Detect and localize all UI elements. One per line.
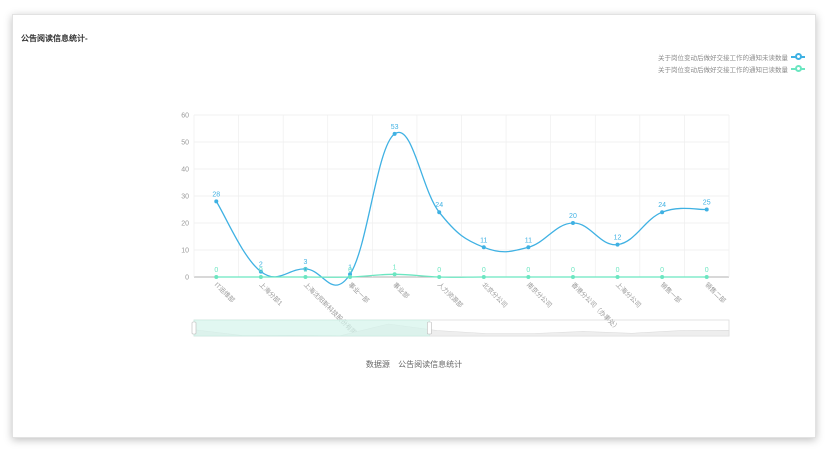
zoom-handle[interactable]: [427, 321, 432, 335]
data-point: [258, 275, 263, 279]
data-label: 0: [705, 267, 709, 274]
y-tick-label: 60: [181, 113, 189, 120]
data-source: 数据源 公告阅读信息统计: [13, 359, 815, 370]
zoom-window[interactable]: [193, 319, 430, 337]
data-point: [481, 245, 486, 250]
data-label: 3: [304, 259, 308, 266]
x-tick-label: 销售二部: [703, 280, 728, 305]
data-point: [704, 207, 709, 212]
data-point: [526, 275, 531, 279]
data-label: 0: [348, 267, 352, 274]
data-label: 0: [616, 267, 620, 274]
source-value: 公告阅读信息统计: [398, 360, 463, 369]
y-tick-label: 40: [181, 167, 189, 174]
data-label: 1: [348, 264, 352, 271]
data-label: 0: [571, 267, 575, 274]
x-tick-label: 北京分公司: [480, 280, 509, 309]
data-label: 1: [393, 264, 397, 271]
data-point: [303, 266, 308, 271]
data-point: [481, 275, 486, 279]
legend-label-unread: 关于岗位变动后做好交接工作的通知未读数量: [658, 55, 788, 62]
data-label: 0: [259, 267, 263, 274]
data-point: [615, 275, 620, 279]
y-tick-label: 30: [181, 194, 189, 201]
data-point: [570, 275, 575, 279]
y-tick-label: 20: [181, 221, 189, 228]
x-tick-label: 上海分公司: [614, 280, 643, 309]
data-point: [437, 210, 442, 215]
chart-legend: 关于岗位变动后做好交接工作的通知未读数量 关于岗位变动后做好交接工作的通知已读数…: [658, 51, 805, 75]
panel-title: 公告阅读信息统计-: [21, 34, 88, 43]
source-label: 数据源: [365, 360, 390, 369]
data-label: 20: [569, 213, 577, 220]
data-point: [392, 131, 397, 136]
x-tick-label: 销售一部: [659, 280, 684, 305]
data-point: [615, 242, 620, 247]
data-label: 53: [391, 124, 399, 131]
data-label: 0: [660, 267, 664, 274]
data-point: [214, 199, 219, 204]
data-label: 0: [482, 267, 486, 274]
data-point: [348, 275, 353, 279]
data-point: [660, 210, 665, 215]
y-tick-label: 0: [185, 275, 189, 282]
data-point: [704, 275, 709, 279]
x-tick-label: 人力资源部: [436, 280, 466, 310]
data-label: 0: [526, 267, 530, 274]
x-tick-label: 南京分公司: [525, 280, 554, 309]
data-point: [303, 275, 308, 279]
data-label: 11: [480, 237, 487, 244]
legend-item-unread[interactable]: 关于岗位变动后做好交接工作的通知未读数量: [658, 51, 805, 63]
x-tick-label: IT运维部: [213, 280, 238, 305]
legend-label-read: 关于岗位变动后做好交接工作的通知已读数量: [658, 67, 788, 74]
x-tick-label: 事业部: [391, 280, 412, 301]
data-label: 12: [614, 235, 622, 242]
chart-panel: 公告阅读信息统计- 关于岗位变动后做好交接工作的通知未读数量 关于岗位变动后做好…: [12, 14, 816, 438]
data-label: 2: [259, 262, 263, 269]
data-label: 0: [214, 267, 218, 274]
legend-circle-icon: [791, 53, 805, 60]
y-tick-label: 50: [181, 140, 189, 147]
data-label: 0: [304, 267, 308, 274]
data-point: [214, 275, 219, 279]
data-label: 24: [658, 202, 666, 209]
data-point: [526, 245, 531, 250]
x-tick-label: 事业一部: [347, 280, 372, 305]
data-point: [660, 275, 665, 279]
data-label: 28: [212, 191, 220, 198]
data-point: [392, 272, 397, 277]
y-tick-label: 10: [181, 248, 189, 255]
data-point: [258, 269, 263, 274]
legend-circle-icon: [791, 65, 805, 72]
x-tick-label: 香港分公司（办事处）: [570, 280, 622, 332]
series-line: [216, 273, 707, 278]
data-point: [570, 221, 575, 225]
data-label: 25: [703, 200, 711, 207]
data-label: 24: [435, 202, 443, 209]
data-point: [437, 275, 442, 279]
legend-item-read[interactable]: 关于岗位变动后做好交接工作的通知已读数量: [658, 63, 805, 75]
data-label: 0: [437, 267, 441, 274]
x-tick-label: 上海分部1: [257, 280, 285, 308]
data-label: 11: [525, 237, 532, 244]
zoom-handle[interactable]: [191, 321, 197, 335]
